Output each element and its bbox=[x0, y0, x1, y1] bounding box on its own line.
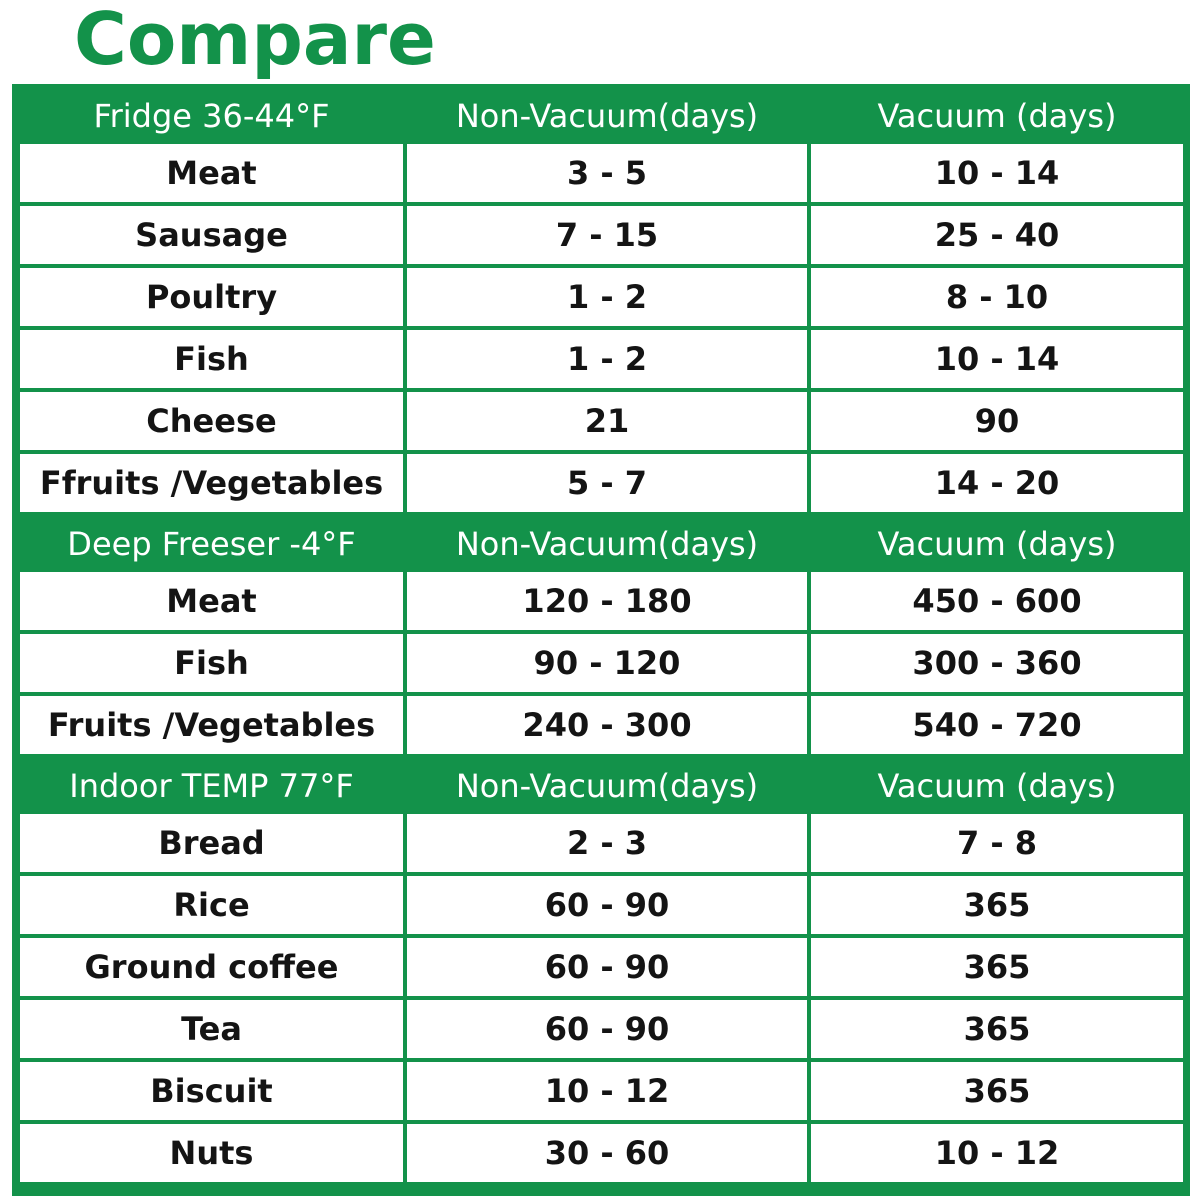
item-cell: Ffruits /Vegetables bbox=[20, 454, 403, 512]
non-vacuum-cell: 240 - 300 bbox=[407, 696, 807, 754]
vacuum-cell: 7 - 8 bbox=[811, 814, 1183, 872]
vacuum-header: Vacuum (days) bbox=[877, 97, 1117, 135]
item-cell: Ground coffee bbox=[20, 938, 403, 996]
item-cell: Fish bbox=[20, 330, 403, 388]
vacuum-cell: 10 - 14 bbox=[811, 144, 1183, 202]
non-vacuum-cell: 3 - 5 bbox=[407, 144, 807, 202]
item-cell: Meat bbox=[20, 144, 403, 202]
item-cell: Fish bbox=[20, 634, 403, 692]
vacuum-cell: 25 - 40 bbox=[811, 206, 1183, 264]
page-title: Compare bbox=[74, 0, 436, 81]
non-vacuum-cell: 120 - 180 bbox=[407, 572, 807, 630]
item-cell: Sausage bbox=[20, 206, 403, 264]
vacuum-cell: 450 - 600 bbox=[811, 572, 1183, 630]
section-title: Indoor TEMP 77°F bbox=[69, 767, 354, 805]
non-vacuum-cell: 30 - 60 bbox=[407, 1124, 807, 1182]
comparison-table: Fridge 36-44°F Non-Vacuum(days) Vacuum (da… bbox=[12, 84, 1190, 1196]
vacuum-cell: 90 bbox=[811, 392, 1183, 450]
vacuum-header: Vacuum (days) bbox=[877, 525, 1117, 563]
non-vacuum-cell: 1 - 2 bbox=[407, 268, 807, 326]
non-vacuum-cell: 7 - 15 bbox=[407, 206, 807, 264]
vacuum-cell: 14 - 20 bbox=[811, 454, 1183, 512]
item-cell: Meat bbox=[20, 572, 403, 630]
vacuum-cell: 365 bbox=[811, 1000, 1183, 1058]
non-vacuum-cell: 90 - 120 bbox=[407, 634, 807, 692]
vacuum-cell: 10 - 14 bbox=[811, 330, 1183, 388]
non-vacuum-cell: 10 - 12 bbox=[407, 1062, 807, 1120]
non-vacuum-cell: 5 - 7 bbox=[407, 454, 807, 512]
item-cell: Poultry bbox=[20, 268, 403, 326]
non-vacuum-header: Non-Vacuum(days) bbox=[455, 525, 759, 563]
item-cell: Rice bbox=[20, 876, 403, 934]
non-vacuum-cell: 21 bbox=[407, 392, 807, 450]
item-cell: Nuts bbox=[20, 1124, 403, 1182]
non-vacuum-cell: 60 - 90 bbox=[407, 938, 807, 996]
vacuum-cell: 10 - 12 bbox=[811, 1124, 1183, 1182]
section-title: Deep Freeser -4°F bbox=[67, 525, 356, 563]
non-vacuum-header: Non-Vacuum(days) bbox=[455, 767, 759, 805]
non-vacuum-cell: 60 - 90 bbox=[407, 876, 807, 934]
vacuum-cell: 8 - 10 bbox=[811, 268, 1183, 326]
non-vacuum-cell: 2 - 3 bbox=[407, 814, 807, 872]
section-title: Fridge 36-44°F bbox=[93, 97, 330, 135]
item-cell: Biscuit bbox=[20, 1062, 403, 1120]
item-cell: Bread bbox=[20, 814, 403, 872]
vacuum-cell: 540 - 720 bbox=[811, 696, 1183, 754]
item-cell: Cheese bbox=[20, 392, 403, 450]
non-vacuum-cell: 60 - 90 bbox=[407, 1000, 807, 1058]
item-cell: Fruits /Vegetables bbox=[20, 696, 403, 754]
non-vacuum-header: Non-Vacuum(days) bbox=[455, 97, 759, 135]
item-cell: Tea bbox=[20, 1000, 403, 1058]
vacuum-cell: 300 - 360 bbox=[811, 634, 1183, 692]
vacuum-header: Vacuum (days) bbox=[877, 767, 1117, 805]
vacuum-cell: 365 bbox=[811, 938, 1183, 996]
non-vacuum-cell: 1 - 2 bbox=[407, 330, 807, 388]
vacuum-cell: 365 bbox=[811, 1062, 1183, 1120]
vacuum-cell: 365 bbox=[811, 876, 1183, 934]
